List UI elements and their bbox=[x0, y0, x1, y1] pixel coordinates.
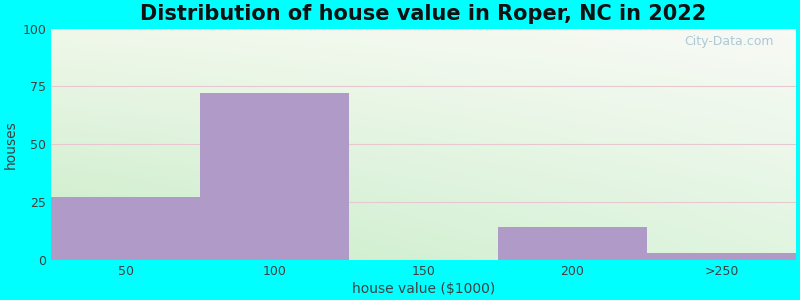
Bar bbox=[51, 197, 200, 260]
Bar bbox=[200, 93, 349, 260]
X-axis label: house value ($1000): house value ($1000) bbox=[352, 282, 495, 296]
Bar bbox=[498, 227, 647, 260]
Y-axis label: houses: houses bbox=[4, 120, 18, 169]
Title: Distribution of house value in Roper, NC in 2022: Distribution of house value in Roper, NC… bbox=[140, 4, 706, 24]
Bar bbox=[647, 253, 796, 260]
Text: City-Data.com: City-Data.com bbox=[684, 35, 774, 48]
